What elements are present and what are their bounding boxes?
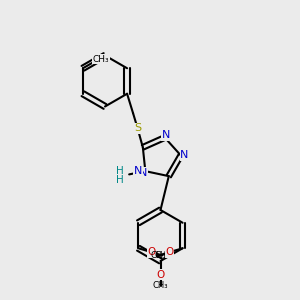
Text: N: N: [134, 166, 142, 176]
Text: O: O: [156, 269, 165, 280]
Text: O: O: [166, 247, 174, 257]
Text: H: H: [116, 167, 123, 176]
Text: CH₃: CH₃: [153, 281, 168, 290]
Text: H: H: [116, 176, 123, 185]
Text: CH₃: CH₃: [93, 55, 109, 64]
Text: CH₃: CH₃: [151, 251, 167, 260]
Text: CH₃: CH₃: [154, 251, 170, 260]
Text: N: N: [162, 130, 170, 140]
Text: S: S: [134, 123, 141, 133]
Text: N: N: [180, 150, 189, 161]
Text: O: O: [147, 247, 155, 257]
Text: N: N: [139, 168, 147, 178]
